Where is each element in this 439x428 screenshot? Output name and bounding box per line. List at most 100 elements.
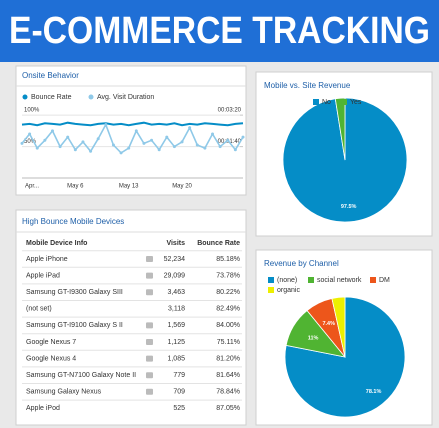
y-tick-label: 100% [24, 108, 40, 114]
device-icon [146, 256, 153, 262]
table-cell: Google Nexus 4 [26, 355, 76, 362]
table-cell: 1,125 [167, 339, 185, 346]
device-icon [146, 289, 153, 296]
panel-title: Mobile vs. Site Revenue [264, 81, 351, 90]
device-icon [146, 372, 153, 379]
point [241, 135, 245, 139]
table-cell: 84.00% [216, 322, 240, 329]
legend-label: No [322, 99, 331, 106]
table-cell: 709 [173, 389, 185, 396]
point [165, 135, 169, 139]
point [157, 148, 161, 152]
header-band [0, 0, 439, 62]
legend-swatch [22, 94, 28, 100]
point [66, 135, 70, 139]
table-cell: 29,099 [164, 272, 186, 279]
value-label: 7.4% [322, 321, 335, 327]
point [211, 132, 215, 136]
point [218, 145, 222, 149]
point [43, 138, 47, 142]
point [73, 148, 77, 152]
table-cell: 52,234 [164, 256, 186, 263]
value-label: 11% [308, 335, 319, 341]
device-icon [146, 388, 153, 395]
table-cell: Samsung GT-I9100 Galaxy S II [26, 322, 123, 329]
table-cell: 779 [173, 372, 185, 379]
table-cell: Apple iPad [26, 272, 60, 279]
value-label: 78.1% [366, 389, 382, 395]
legend-swatch [268, 277, 274, 283]
value-label: 97.5% [341, 204, 357, 210]
table-cell: 78.84% [216, 389, 240, 396]
y-tick-label: 50% [24, 139, 37, 145]
point [58, 145, 62, 149]
point [134, 129, 138, 133]
point [150, 138, 154, 142]
y2-tick-label: 00:03:20 [218, 108, 242, 114]
pie-slice [334, 97, 346, 161]
table-cell: 1,569 [167, 322, 185, 329]
device-icon [146, 272, 153, 279]
point [111, 143, 115, 147]
table-cell: 1,085 [167, 355, 185, 362]
legend-swatch [341, 99, 347, 105]
legend-swatch [370, 277, 376, 283]
table-cell: Apple iPhone [26, 256, 68, 263]
x-tick-label: May 13 [119, 184, 139, 190]
point [50, 129, 54, 133]
x-tick-label: Apr... [25, 184, 39, 190]
point [119, 151, 123, 155]
point [35, 146, 39, 150]
table-cell: 525 [173, 405, 185, 412]
pie-slice [284, 296, 406, 418]
device-icon [146, 355, 153, 362]
series-line [21, 122, 244, 154]
series-line [21, 121, 244, 127]
table-cell: 75.11% [217, 339, 240, 346]
point [226, 138, 230, 142]
table-cell: Apple iPod [26, 405, 60, 412]
table-cell: 81.64% [216, 372, 240, 379]
legend-label: organic [277, 287, 300, 294]
point [142, 141, 146, 145]
legend-swatch [313, 99, 319, 105]
point [104, 123, 108, 127]
device-icon [146, 322, 153, 329]
table-cell: Samsung GT-I9300 Galaxy SIII [26, 289, 123, 296]
legend-label: social network [317, 277, 362, 284]
legend-swatch [268, 287, 274, 293]
table-cell: 3,118 [168, 306, 185, 313]
column-header: Mobile Device Info [26, 240, 87, 247]
point [233, 148, 237, 152]
point [96, 137, 100, 141]
table-cell: 80.22% [216, 289, 240, 296]
table-cell: 82.49% [216, 306, 240, 313]
point [28, 132, 32, 136]
panel-title: High Bounce Mobile Devices [22, 217, 124, 226]
legend-label: Bounce Rate [31, 94, 72, 101]
table-cell: 3,463 [167, 289, 185, 296]
legend-label: Yes [350, 99, 362, 106]
point [188, 126, 192, 130]
point [195, 143, 199, 147]
panel-title: Onsite Behavior [22, 71, 79, 80]
table-cell: 87.05% [216, 405, 240, 412]
panel [15, 65, 247, 196]
point [89, 149, 93, 153]
table-cell: 73.78% [216, 272, 240, 279]
header-title: E-COMMERCE TRACKING [9, 10, 430, 52]
device-icon [146, 339, 153, 345]
table-cell: Samsung Galaxy Nexus [26, 389, 102, 396]
column-header: Visits [166, 240, 185, 247]
legend-label: (none) [277, 277, 297, 284]
legend-swatch [308, 277, 314, 283]
point [81, 140, 85, 144]
x-tick-label: May 6 [67, 184, 84, 190]
table-cell: Google Nexus 7 [26, 339, 76, 346]
point [20, 141, 24, 145]
legend-label: DM [379, 277, 390, 284]
column-header: Bounce Rate [197, 240, 240, 247]
point [172, 145, 176, 149]
x-tick-label: May 20 [172, 184, 192, 190]
